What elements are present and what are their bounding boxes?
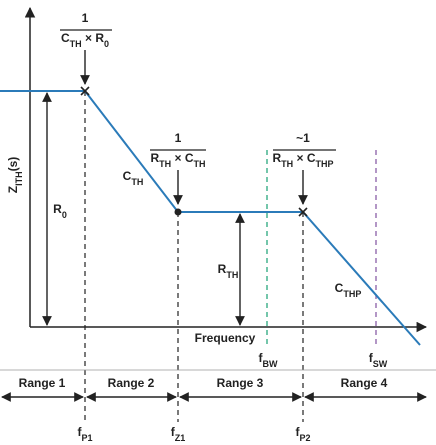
curve-label-text: C [123,169,132,183]
y-axis-label: ZITH(s) [6,157,24,194]
curve-label: CTHP [335,281,362,299]
fraction-denominator-subscript: THP [316,159,334,169]
fraction-denominator-text: × R [82,31,105,45]
fraction-denominator: RTH × CTHP [272,151,333,169]
marker-label: fBW [259,351,278,369]
fraction-denominator-subscript: TH [194,159,206,169]
fraction-numerator: 1 [82,11,89,25]
magnitude-label-subscript: TH [226,270,238,280]
fraction-denominator-subscript: TH [70,39,82,49]
curve-label-subscript: TH [131,177,143,187]
range-label: Range 4 [341,376,388,390]
curve-label-subscript: THP [343,289,361,299]
fraction-bars [60,29,336,151]
fraction-denominator-text: C [61,31,70,45]
magnitude-label-text: R [218,262,227,276]
fraction-denominator-subscript: TH [281,159,293,169]
fraction-denominator: CTH × R0 [61,31,109,49]
magnitude-label-text: R [53,202,62,216]
fraction-denominator: RTH × CTH [150,151,205,169]
zero-marker [174,208,182,216]
marker-label-text: f [369,351,374,365]
frequency-label-text: f [77,425,82,439]
fraction-denominator-text: R [150,151,159,165]
marker-label-text: f [259,351,264,365]
y-axis-label-text: (s) [6,157,20,172]
fraction-denominator-subscript: TH [159,159,171,169]
fraction-numerator: 1 [175,131,182,145]
frequency-label: fZ1 [171,425,186,443]
fraction-denominator-subscript: 0 [104,39,109,49]
arrows [0,50,436,402]
fraction-denominator-text: R [272,151,281,165]
frequency-label-subscript: P2 [299,433,310,443]
range-label: Range 2 [108,376,155,390]
frequency-label-subscript: Z1 [175,433,186,443]
fraction-numerator: ~1 [296,131,310,145]
y-axis-label-text: Z [6,186,20,193]
marker-label: fSW [369,351,388,369]
frequency-label-text: f [295,425,300,439]
x-axis-label: Frequency [195,331,256,345]
magnitude-label: R0 [53,202,67,220]
marker-label-subscript: BW [263,359,278,369]
magnitude-label-subscript: 0 [62,210,67,220]
y-axis-label-subscript: ITH [14,171,24,186]
marker-label-subscript: SW [373,359,388,369]
range-label: Range 1 [19,376,66,390]
curve-label: CTH [123,169,144,187]
frequency-label: fP1 [77,425,92,443]
frequency-label: fP2 [295,425,310,443]
curve-label-text: C [335,281,344,295]
magnitude-label: RTH [218,262,239,280]
fraction-denominator-text: × C [293,151,316,165]
frequency-label-text: f [171,425,176,439]
fraction-denominator-text: × C [171,151,194,165]
frequency-guides [84,91,304,422]
frequency-label-subscript: P1 [81,433,92,443]
range-label: Range 3 [217,376,264,390]
pole-markers [80,86,308,217]
